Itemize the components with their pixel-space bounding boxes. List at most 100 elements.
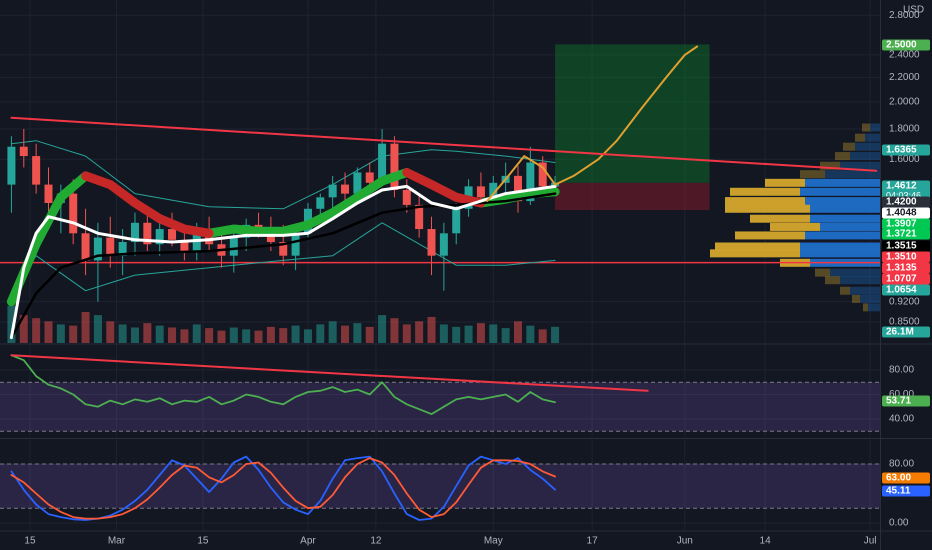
profile-down [800, 170, 825, 179]
profile-up [810, 204, 880, 213]
candle-body [316, 197, 325, 209]
candle-body [452, 208, 461, 234]
volume-bar [464, 325, 473, 343]
candle-body [180, 239, 189, 252]
volume-bar [180, 329, 189, 343]
y-tick-label: 80.00 [889, 365, 914, 376]
profile-down [825, 276, 840, 285]
profile-down [815, 268, 830, 277]
x-tick-label: 17 [587, 536, 599, 547]
profile-down [843, 142, 855, 151]
profile-down [765, 178, 805, 187]
volume-bar [106, 321, 115, 343]
x-tick-label: 14 [760, 536, 772, 547]
x-tick-label: 15 [24, 536, 36, 547]
countdown: 04:03:46 [886, 190, 921, 200]
x-tick-label: 12 [370, 536, 382, 547]
candle-body [192, 233, 201, 252]
price-tag-label: 1.3135 [886, 263, 917, 274]
candle-body [32, 156, 41, 185]
price-tag [882, 207, 930, 219]
profile-up [805, 197, 880, 206]
rsi-pane [0, 345, 880, 437]
y-tick-label: 2.4000 [889, 50, 920, 61]
series-line [10, 354, 556, 415]
axes: USD 2.8000 2.4000 2.2000 2.0000 1.8000 1.6000… [24, 5, 930, 547]
y-tick-label: 2.8000 [889, 10, 920, 21]
price-tag [882, 218, 930, 230]
profile-down [862, 123, 870, 132]
profile-down [735, 231, 805, 240]
price-tag [882, 228, 930, 240]
volume-bar [365, 326, 374, 343]
volume-bar [118, 324, 127, 343]
candle-body [526, 162, 535, 202]
profile-down [863, 303, 868, 312]
price-tag [882, 262, 930, 274]
profile-up [820, 222, 880, 231]
price-tag [882, 326, 930, 338]
volume-bar [476, 323, 485, 343]
volume-bar [526, 325, 535, 343]
candle-body [44, 184, 53, 203]
trend-line [10, 354, 649, 392]
volume-bar [341, 325, 350, 343]
price-tag-label: 1.6365 [886, 145, 917, 156]
volume-bar [7, 305, 16, 343]
profile-down [730, 187, 800, 196]
profile-down [840, 286, 850, 295]
volume-bar [168, 327, 177, 343]
candle-body [476, 186, 485, 198]
profile-down [852, 294, 860, 303]
indicator-line [10, 192, 557, 339]
candle-body [291, 233, 300, 256]
candle-body [69, 193, 78, 234]
profile-down [750, 214, 810, 223]
band-line [10, 140, 556, 210]
price-tag-label: 1.4200 [886, 197, 917, 208]
price-tag [882, 485, 930, 497]
band-line [10, 222, 556, 294]
candle-body [81, 233, 90, 261]
profile-down [725, 197, 805, 206]
volume-bar [551, 326, 560, 343]
profile-up [860, 294, 880, 303]
profile-down [715, 242, 800, 251]
volume-bar [427, 316, 436, 343]
price-tag-label: 1.0707 [886, 274, 917, 285]
target-zone [555, 44, 710, 183]
volume-bar [32, 318, 41, 343]
x-tick-label: May [484, 536, 503, 547]
y-tick-label: 2.2000 [889, 72, 920, 83]
profile-up [800, 249, 880, 258]
candle-body [229, 237, 238, 256]
price-tag-label: 1.0654 [886, 285, 917, 296]
profile-down [820, 161, 840, 170]
profile-down [855, 133, 865, 142]
profile-down [710, 249, 800, 258]
price-tag-label: 1.4048 [886, 208, 917, 219]
profile-up [830, 268, 880, 277]
currency-label: USD [903, 5, 924, 16]
price-tag-label: 45.11 [886, 486, 911, 497]
band-fill [0, 463, 880, 509]
candle-body [168, 229, 177, 240]
candle-body [378, 143, 387, 183]
candle-body [130, 222, 139, 243]
volume-bar [81, 312, 90, 343]
candle-body [489, 182, 498, 198]
y-tick-label: 0.8500 [889, 317, 920, 328]
y-tick-label: 40.00 [889, 414, 914, 425]
price-tag-label: 1.3907 [886, 219, 917, 230]
profile-up [800, 242, 880, 251]
candle-body [439, 233, 448, 256]
x-tick-label: Mar [108, 536, 126, 547]
price-tag [882, 240, 930, 252]
volume-bar [19, 315, 28, 343]
volume-bar [93, 315, 102, 343]
y-tick-label: 0.00 [889, 518, 909, 529]
volume-bar [538, 329, 547, 343]
volume-bar [390, 318, 399, 343]
